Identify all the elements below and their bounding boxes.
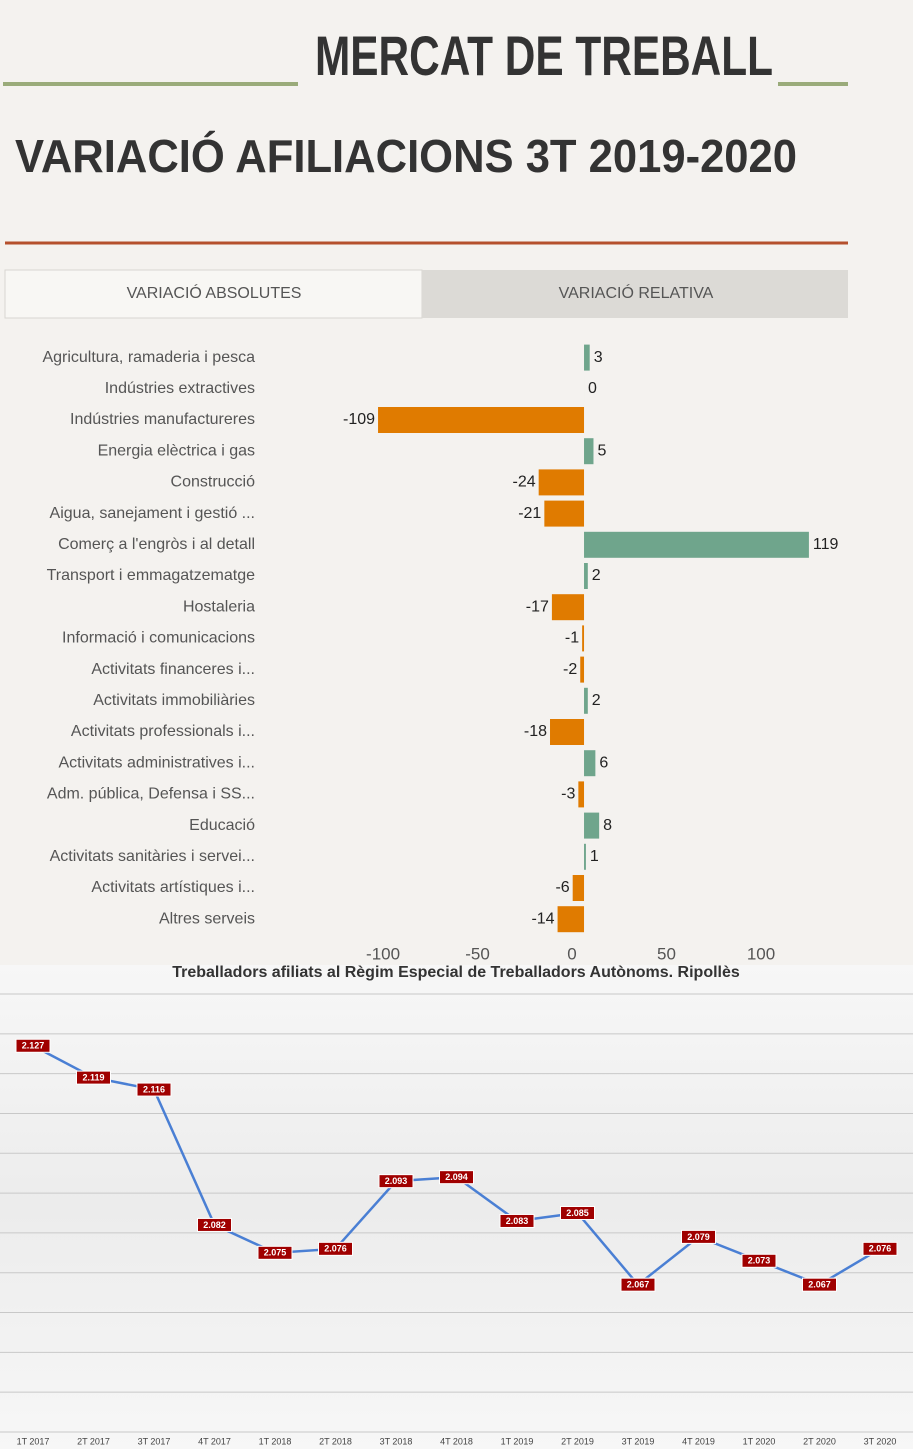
data-label: 2.083: [506, 1216, 529, 1226]
data-label: -2: [563, 661, 577, 678]
data-label: 2.116: [143, 1084, 165, 1094]
y-tick-label: Aigua, sanejament i gestió ...: [50, 505, 255, 522]
data-label: 8: [603, 817, 612, 834]
bar: [584, 532, 809, 558]
data-label: 2.079: [687, 1232, 710, 1242]
x-tick-label: 3T 2019: [622, 1436, 655, 1446]
bar: [584, 844, 586, 870]
bar: [584, 750, 595, 776]
data-label: 2.094: [445, 1172, 468, 1182]
y-tick-label: Agricultura, ramaderia i pesca: [42, 349, 255, 366]
y-tick-label: Activitats sanitàries i servei...: [50, 848, 255, 865]
tab-label[interactable]: VARIACIÓ ABSOLUTES: [127, 283, 302, 302]
x-tick-label: 4T 2018: [440, 1436, 473, 1446]
y-tick-label: Indústries manufactureres: [70, 411, 255, 428]
data-label: 2.075: [264, 1248, 287, 1258]
bar: [584, 688, 588, 714]
x-tick-label: 3T 2018: [380, 1436, 413, 1446]
bar: [580, 657, 584, 683]
bar: [584, 438, 593, 464]
x-tick-label: -100: [366, 944, 400, 963]
bar: [539, 469, 584, 495]
data-label: 0: [588, 380, 597, 397]
page-title: MERCAT DE TREBALL: [315, 24, 773, 87]
x-tick-label: 1T 2018: [259, 1436, 292, 1446]
y-tick-label: Construcció: [171, 474, 256, 491]
data-label: 2.067: [808, 1280, 831, 1290]
x-tick-label: 100: [747, 944, 775, 963]
x-tick-label: 4T 2017: [198, 1436, 231, 1446]
chart-title: Treballadors afiliats al Règim Especial …: [172, 964, 740, 981]
y-tick-label: Comerç a l'engròs i al detall: [58, 536, 255, 553]
data-label: 5: [597, 442, 606, 459]
data-label: 2.076: [324, 1244, 347, 1254]
data-label: 2.085: [566, 1208, 589, 1218]
x-tick-label: 0: [567, 944, 576, 963]
y-tick-label: Educació: [189, 817, 255, 834]
bar: [584, 813, 599, 839]
bar: [552, 594, 584, 620]
page-subtitle: VARIACIÓ AFILIACIONS 3T 2019-2020: [15, 130, 797, 182]
data-label: 2: [592, 567, 601, 584]
x-tick-label: -50: [465, 944, 490, 963]
x-tick-label: 1T 2019: [501, 1436, 534, 1446]
bar: [550, 719, 584, 745]
y-tick-label: Informació i comunicacions: [62, 630, 255, 647]
y-tick-label: Altres serveis: [159, 910, 255, 927]
data-label: -21: [518, 505, 541, 522]
bar: [378, 407, 584, 433]
x-tick-label: 4T 2019: [682, 1436, 715, 1446]
x-tick-label: 2T 2020: [803, 1436, 836, 1446]
data-label: 1: [590, 848, 599, 865]
x-tick-label: 1T 2020: [743, 1436, 776, 1446]
data-label: 3: [594, 349, 603, 366]
tab-label[interactable]: VARIACIÓ RELATIVA: [559, 283, 714, 302]
data-label: 2.093: [385, 1176, 408, 1186]
data-label: -18: [524, 723, 547, 740]
x-tick-label: 2T 2018: [319, 1436, 352, 1446]
x-tick-label: 3T 2017: [138, 1436, 171, 1446]
bar: [584, 345, 590, 371]
bar: [544, 501, 584, 527]
data-label: 2.082: [203, 1220, 226, 1230]
data-label: -1: [565, 630, 579, 647]
data-label: -109: [343, 411, 375, 428]
x-tick-label: 50: [657, 944, 676, 963]
bar: [573, 875, 584, 901]
data-label: -24: [513, 474, 536, 491]
bar: [558, 906, 584, 932]
y-tick-label: Activitats professionals i...: [71, 723, 255, 740]
data-label: 2.073: [748, 1256, 771, 1266]
y-tick-label: Hostaleria: [183, 598, 255, 615]
data-label: 2.127: [22, 1041, 45, 1051]
y-tick-label: Activitats financeres i...: [91, 661, 255, 678]
line-background: [0, 965, 913, 1449]
bar: [584, 563, 588, 589]
data-label: -6: [555, 879, 569, 896]
y-tick-label: Activitats immobiliàries: [93, 692, 255, 709]
y-tick-label: Adm. pública, Defensa i SS...: [47, 786, 255, 803]
data-label: 2: [592, 692, 601, 709]
x-tick-label: 2T 2019: [561, 1436, 594, 1446]
y-tick-label: Energia elèctrica i gas: [98, 442, 255, 459]
y-tick-label: Indústries extractives: [105, 380, 255, 397]
y-tick-label: Transport i emmagatzematge: [47, 567, 255, 584]
y-tick-label: Activitats artístiques i...: [91, 879, 255, 896]
data-label: 119: [813, 536, 839, 553]
x-tick-label: 3T 2020: [864, 1436, 897, 1446]
data-label: 2.119: [82, 1072, 104, 1082]
bar: [582, 625, 584, 651]
bar: [578, 781, 584, 807]
data-label: 6: [599, 754, 608, 771]
data-label: -17: [526, 598, 549, 615]
data-label: -3: [561, 786, 575, 803]
x-tick-label: 2T 2017: [77, 1436, 110, 1446]
data-label: 2.076: [869, 1244, 892, 1254]
data-label: -14: [531, 910, 554, 927]
y-tick-label: Activitats administratives i...: [59, 754, 256, 771]
x-tick-label: 1T 2017: [17, 1436, 50, 1446]
data-label: 2.067: [627, 1280, 650, 1290]
